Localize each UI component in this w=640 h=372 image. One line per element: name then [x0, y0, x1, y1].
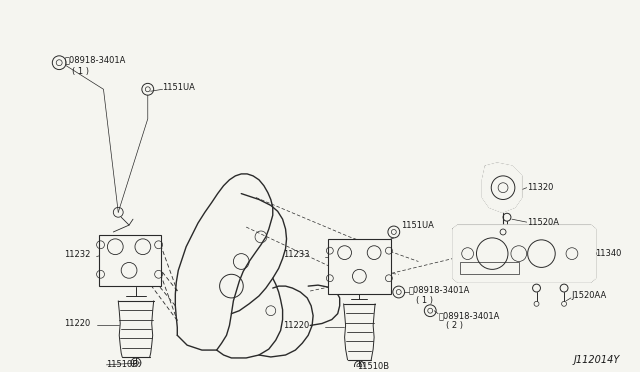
- Polygon shape: [453, 225, 596, 282]
- Text: 11510B: 11510B: [106, 360, 139, 369]
- Text: J1520AA: J1520AA: [571, 291, 606, 301]
- Polygon shape: [483, 163, 522, 212]
- Text: 11520A: 11520A: [527, 218, 559, 227]
- Text: J112014Y: J112014Y: [574, 355, 620, 365]
- Text: ( 1 ): ( 1 ): [417, 296, 433, 305]
- Text: ⓝ08918-3401A: ⓝ08918-3401A: [408, 286, 470, 295]
- Text: 11510B: 11510B: [357, 362, 390, 371]
- Text: 11220: 11220: [64, 319, 90, 328]
- Text: 1151UA: 1151UA: [401, 221, 433, 230]
- Text: 11340: 11340: [596, 249, 622, 258]
- Text: ⓝ08918-3401A: ⓝ08918-3401A: [438, 311, 499, 320]
- Bar: [99, 235, 161, 286]
- Text: ( 2 ): ( 2 ): [446, 321, 463, 330]
- Text: ⓝ08918-3401A: ⓝ08918-3401A: [64, 55, 125, 64]
- Text: 11220: 11220: [283, 321, 309, 330]
- Text: ( 1 ): ( 1 ): [72, 67, 89, 76]
- Text: 11233: 11233: [283, 250, 309, 259]
- Text: 11320: 11320: [527, 183, 553, 192]
- Text: 1151UA: 1151UA: [163, 83, 195, 92]
- Bar: [328, 239, 391, 294]
- Bar: [460, 263, 519, 274]
- Text: 11232: 11232: [64, 250, 90, 259]
